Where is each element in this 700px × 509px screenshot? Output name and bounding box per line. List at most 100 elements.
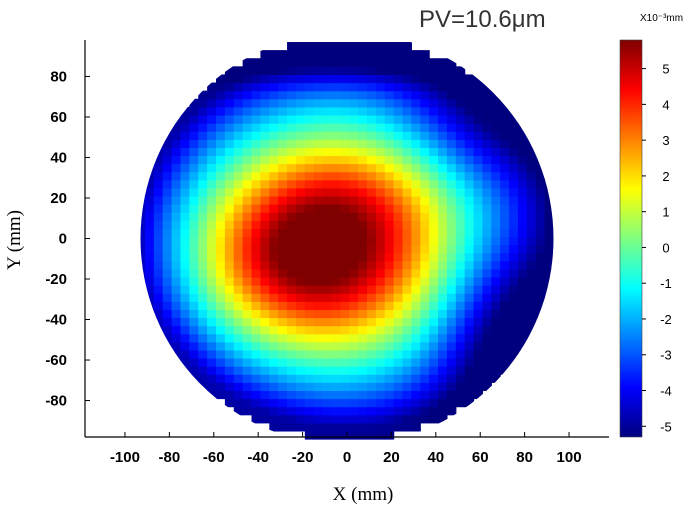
surface-cell: [260, 123, 270, 132]
surface-cell: [278, 98, 288, 108]
surface-cell: [438, 293, 448, 302]
surface-cell: [287, 382, 297, 392]
surface-cell: [207, 349, 217, 359]
surface-cell: [375, 293, 386, 302]
surface-cell: [402, 139, 412, 148]
surface-cell: [144, 195, 155, 205]
surface-cell: [331, 382, 341, 392]
surface-cell: [216, 268, 226, 278]
surface-cell: [349, 171, 359, 181]
y-tick-label: 80: [50, 68, 67, 85]
surface-cell: [429, 187, 439, 197]
surface-cell: [287, 406, 297, 416]
surface-cell: [366, 236, 377, 246]
surface-cell: [375, 155, 386, 165]
surface-cell: [375, 82, 386, 92]
surface-cell: [393, 163, 404, 173]
surface-cell: [473, 244, 484, 254]
surface-cell: [278, 341, 288, 351]
surface-cell: [526, 131, 537, 140]
surface-cell: [171, 212, 182, 221]
surface-cell: [473, 293, 484, 302]
surface-cell: [553, 268, 554, 278]
surface-cell: [393, 406, 404, 416]
surface-cell: [349, 123, 359, 132]
surface-cell: [140, 195, 146, 205]
surface-cell: [251, 163, 262, 173]
surface-cell: [500, 349, 510, 359]
surface-cell: [278, 390, 288, 400]
surface-cell: [295, 171, 306, 181]
surface-cell: [180, 252, 190, 262]
surface-cell: [216, 187, 226, 197]
surface-cell: [420, 301, 430, 310]
surface-cell: [242, 90, 253, 100]
surface-cell: [198, 293, 208, 302]
surface-cell: [269, 74, 279, 84]
surface-cell: [544, 236, 554, 246]
surface-cell: [287, 358, 297, 367]
surface-cell: [269, 236, 279, 246]
surface-cell: [517, 276, 528, 286]
surface-cell: [224, 358, 235, 367]
surface-cell: [473, 358, 484, 367]
surface-cell: [340, 98, 350, 108]
surface-cell: [429, 155, 439, 165]
surface-cell: [553, 252, 554, 262]
surface-cell: [358, 42, 368, 51]
surface-cell: [153, 317, 164, 327]
surface-cell: [287, 228, 297, 238]
surface-cell: [375, 204, 386, 213]
surface-cell: [393, 333, 404, 343]
surface-cell: [535, 236, 546, 246]
surface-cell: [198, 244, 208, 254]
surface-cell: [242, 155, 253, 165]
surface-cell: [340, 195, 350, 205]
surface-cell: [375, 382, 386, 392]
surface-cell: [278, 317, 288, 327]
surface-cell: [349, 163, 359, 173]
surface-cell: [535, 139, 546, 148]
surface-cell: [242, 309, 253, 319]
surface-cell: [384, 147, 395, 157]
surface-cell: [304, 114, 315, 124]
surface-cell: [198, 252, 208, 262]
surface-cell: [420, 106, 430, 116]
surface-cell: [242, 179, 253, 189]
surface-cell: [366, 390, 377, 400]
surface-cell: [464, 374, 475, 383]
surface-cell: [198, 147, 208, 157]
surface-cell: [224, 212, 235, 221]
surface-cell: [349, 106, 359, 116]
surface-cell: [322, 123, 333, 132]
surface-cell: [464, 301, 475, 310]
surface-cell: [455, 309, 466, 319]
surface-cell: [349, 212, 359, 221]
surface-cell: [322, 204, 333, 213]
surface-cell: [464, 187, 475, 197]
surface-cell: [198, 366, 208, 375]
surface-cell: [189, 139, 199, 148]
surface-cell: [491, 204, 501, 213]
surface-cell: [260, 268, 270, 278]
colorbar-tick-label: -1: [660, 276, 672, 291]
surface-cell: [553, 276, 554, 286]
surface-cell: [500, 285, 510, 294]
surface-cell: [216, 204, 226, 213]
surface-cell: [304, 98, 315, 108]
surface-cell: [251, 114, 262, 124]
surface-cell: [446, 236, 457, 246]
surface-cell: [340, 74, 350, 84]
surface-cell: [402, 398, 412, 408]
surface-cell: [331, 366, 341, 375]
surface-cell: [162, 236, 173, 246]
surface-cell: [393, 220, 404, 229]
surface-cell: [358, 301, 368, 310]
surface-cell: [140, 204, 146, 213]
surface-cell: [304, 228, 315, 238]
surface-cell: [322, 398, 333, 408]
surface-cell: [393, 236, 404, 246]
surface-cell: [500, 187, 510, 197]
surface-cell: [438, 114, 448, 124]
surface-cell: [216, 374, 226, 383]
